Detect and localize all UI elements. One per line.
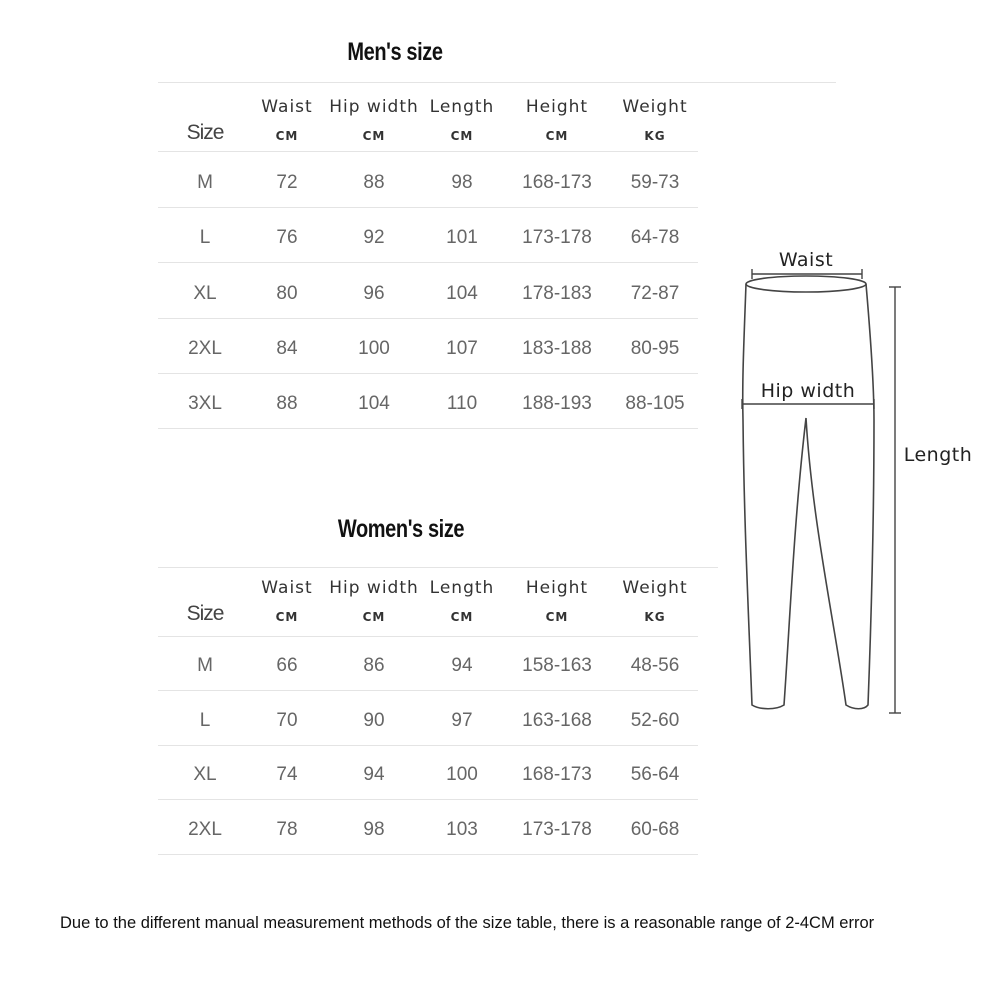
table-cell: 64-78 [630, 227, 680, 249]
table-cell: 84 [276, 337, 298, 359]
column-header-hip-width: Hip width [329, 578, 419, 598]
column-unit: CM [450, 129, 474, 143]
table-cell: 72 [276, 172, 298, 193]
column-header-length: Length [429, 97, 495, 117]
table-cell: 94 [451, 655, 473, 676]
size-cell: XL [193, 764, 217, 785]
table-cell: 96 [363, 282, 385, 304]
table-cell: 60-68 [630, 818, 680, 840]
measurement-note: Due to the different manual measurement … [60, 914, 875, 932]
table-cell: 104 [358, 393, 390, 415]
size-cell: L [199, 227, 211, 249]
hip-width-label: Hip width [760, 380, 856, 402]
table-cell: 88-105 [625, 393, 685, 415]
column-unit: KG [644, 129, 666, 143]
row-divider [158, 372, 698, 374]
column-unit: KG [644, 610, 666, 624]
table-cell: 110 [446, 393, 478, 415]
size-cell: 2XL [188, 818, 222, 840]
table-cell: 183-188 [522, 337, 592, 359]
column-header-waist: Waist [261, 97, 313, 117]
table-cell: 74 [276, 764, 298, 785]
table-cell: 94 [363, 764, 385, 785]
size-cell: M [197, 172, 213, 193]
table-cell: 178-183 [522, 282, 592, 304]
waist-label: Waist [778, 249, 834, 271]
row-divider [158, 82, 836, 83]
table-cell: 59-73 [630, 172, 680, 193]
column-header-hip-width: Hip width [329, 97, 419, 117]
table-cell: 98 [363, 818, 385, 840]
size-cell: L [199, 709, 211, 731]
table-cell: 52-60 [630, 709, 680, 731]
column-unit: CM [362, 129, 386, 143]
table-cell: 80 [276, 282, 298, 304]
row-divider [158, 428, 698, 430]
table-cell: 97 [451, 709, 473, 731]
table-cell: 48-56 [630, 655, 680, 676]
table-cell: 66 [276, 655, 298, 676]
table-cell: 70 [276, 709, 298, 731]
column-header-waist: Waist [261, 578, 313, 598]
table-cell: 107 [446, 337, 478, 359]
table-cell: 103 [446, 818, 478, 840]
table-cell: 163-168 [522, 709, 592, 731]
mens-size-title: Men's size [347, 38, 443, 66]
table-cell: 56-64 [630, 764, 680, 785]
table-cell: 98 [451, 172, 473, 193]
table-cell: 72-87 [630, 282, 680, 304]
row-divider [158, 567, 718, 568]
table-cell: 173-178 [522, 227, 592, 249]
row-divider [158, 207, 698, 208]
column-unit: CM [275, 610, 299, 624]
table-cell: 168-173 [522, 764, 592, 785]
row-divider [158, 317, 698, 319]
table-cell: 78 [276, 818, 298, 840]
row-divider [158, 853, 698, 855]
table-cell: 158-163 [522, 655, 592, 676]
womens-size-title: Women's size [337, 515, 465, 543]
table-cell: 88 [363, 172, 385, 193]
table-cell: 173-178 [522, 818, 592, 840]
size-cell: M [197, 655, 213, 676]
row-divider [158, 799, 698, 800]
size-cell: 2XL [188, 337, 222, 359]
column-header-height: Height [525, 578, 589, 598]
row-divider [158, 744, 698, 746]
table-cell: 76 [276, 227, 298, 249]
column-header-length: Length [429, 578, 495, 598]
column-unit: CM [545, 129, 569, 143]
table-cell: 100 [358, 337, 390, 359]
row-divider [158, 151, 698, 152]
column-unit: CM [275, 129, 299, 143]
column-header-weight: Weight [622, 578, 688, 598]
table-cell: 80-95 [630, 337, 680, 359]
table-cell: 104 [446, 282, 478, 304]
table-cell: 101 [446, 227, 478, 249]
column-header-size: Size [186, 602, 225, 625]
table-cell: 168-173 [522, 172, 592, 193]
length-label: Length [903, 444, 973, 466]
table-cell: 100 [446, 764, 478, 785]
table-cell: 92 [363, 227, 385, 249]
column-unit: CM [450, 610, 474, 624]
column-header-size: Size [186, 121, 225, 144]
table-cell: 188-193 [522, 393, 592, 415]
table-cell: 88 [276, 393, 298, 415]
table-cell: 86 [363, 655, 385, 676]
column-unit: CM [362, 610, 386, 624]
row-divider [158, 690, 698, 691]
column-header-height: Height [525, 97, 589, 117]
row-divider [158, 262, 698, 264]
size-cell: 3XL [188, 393, 222, 415]
size-cell: XL [193, 282, 217, 304]
row-divider [158, 636, 698, 637]
table-cell: 90 [363, 709, 385, 731]
column-header-weight: Weight [622, 97, 688, 117]
column-unit: CM [545, 610, 569, 624]
